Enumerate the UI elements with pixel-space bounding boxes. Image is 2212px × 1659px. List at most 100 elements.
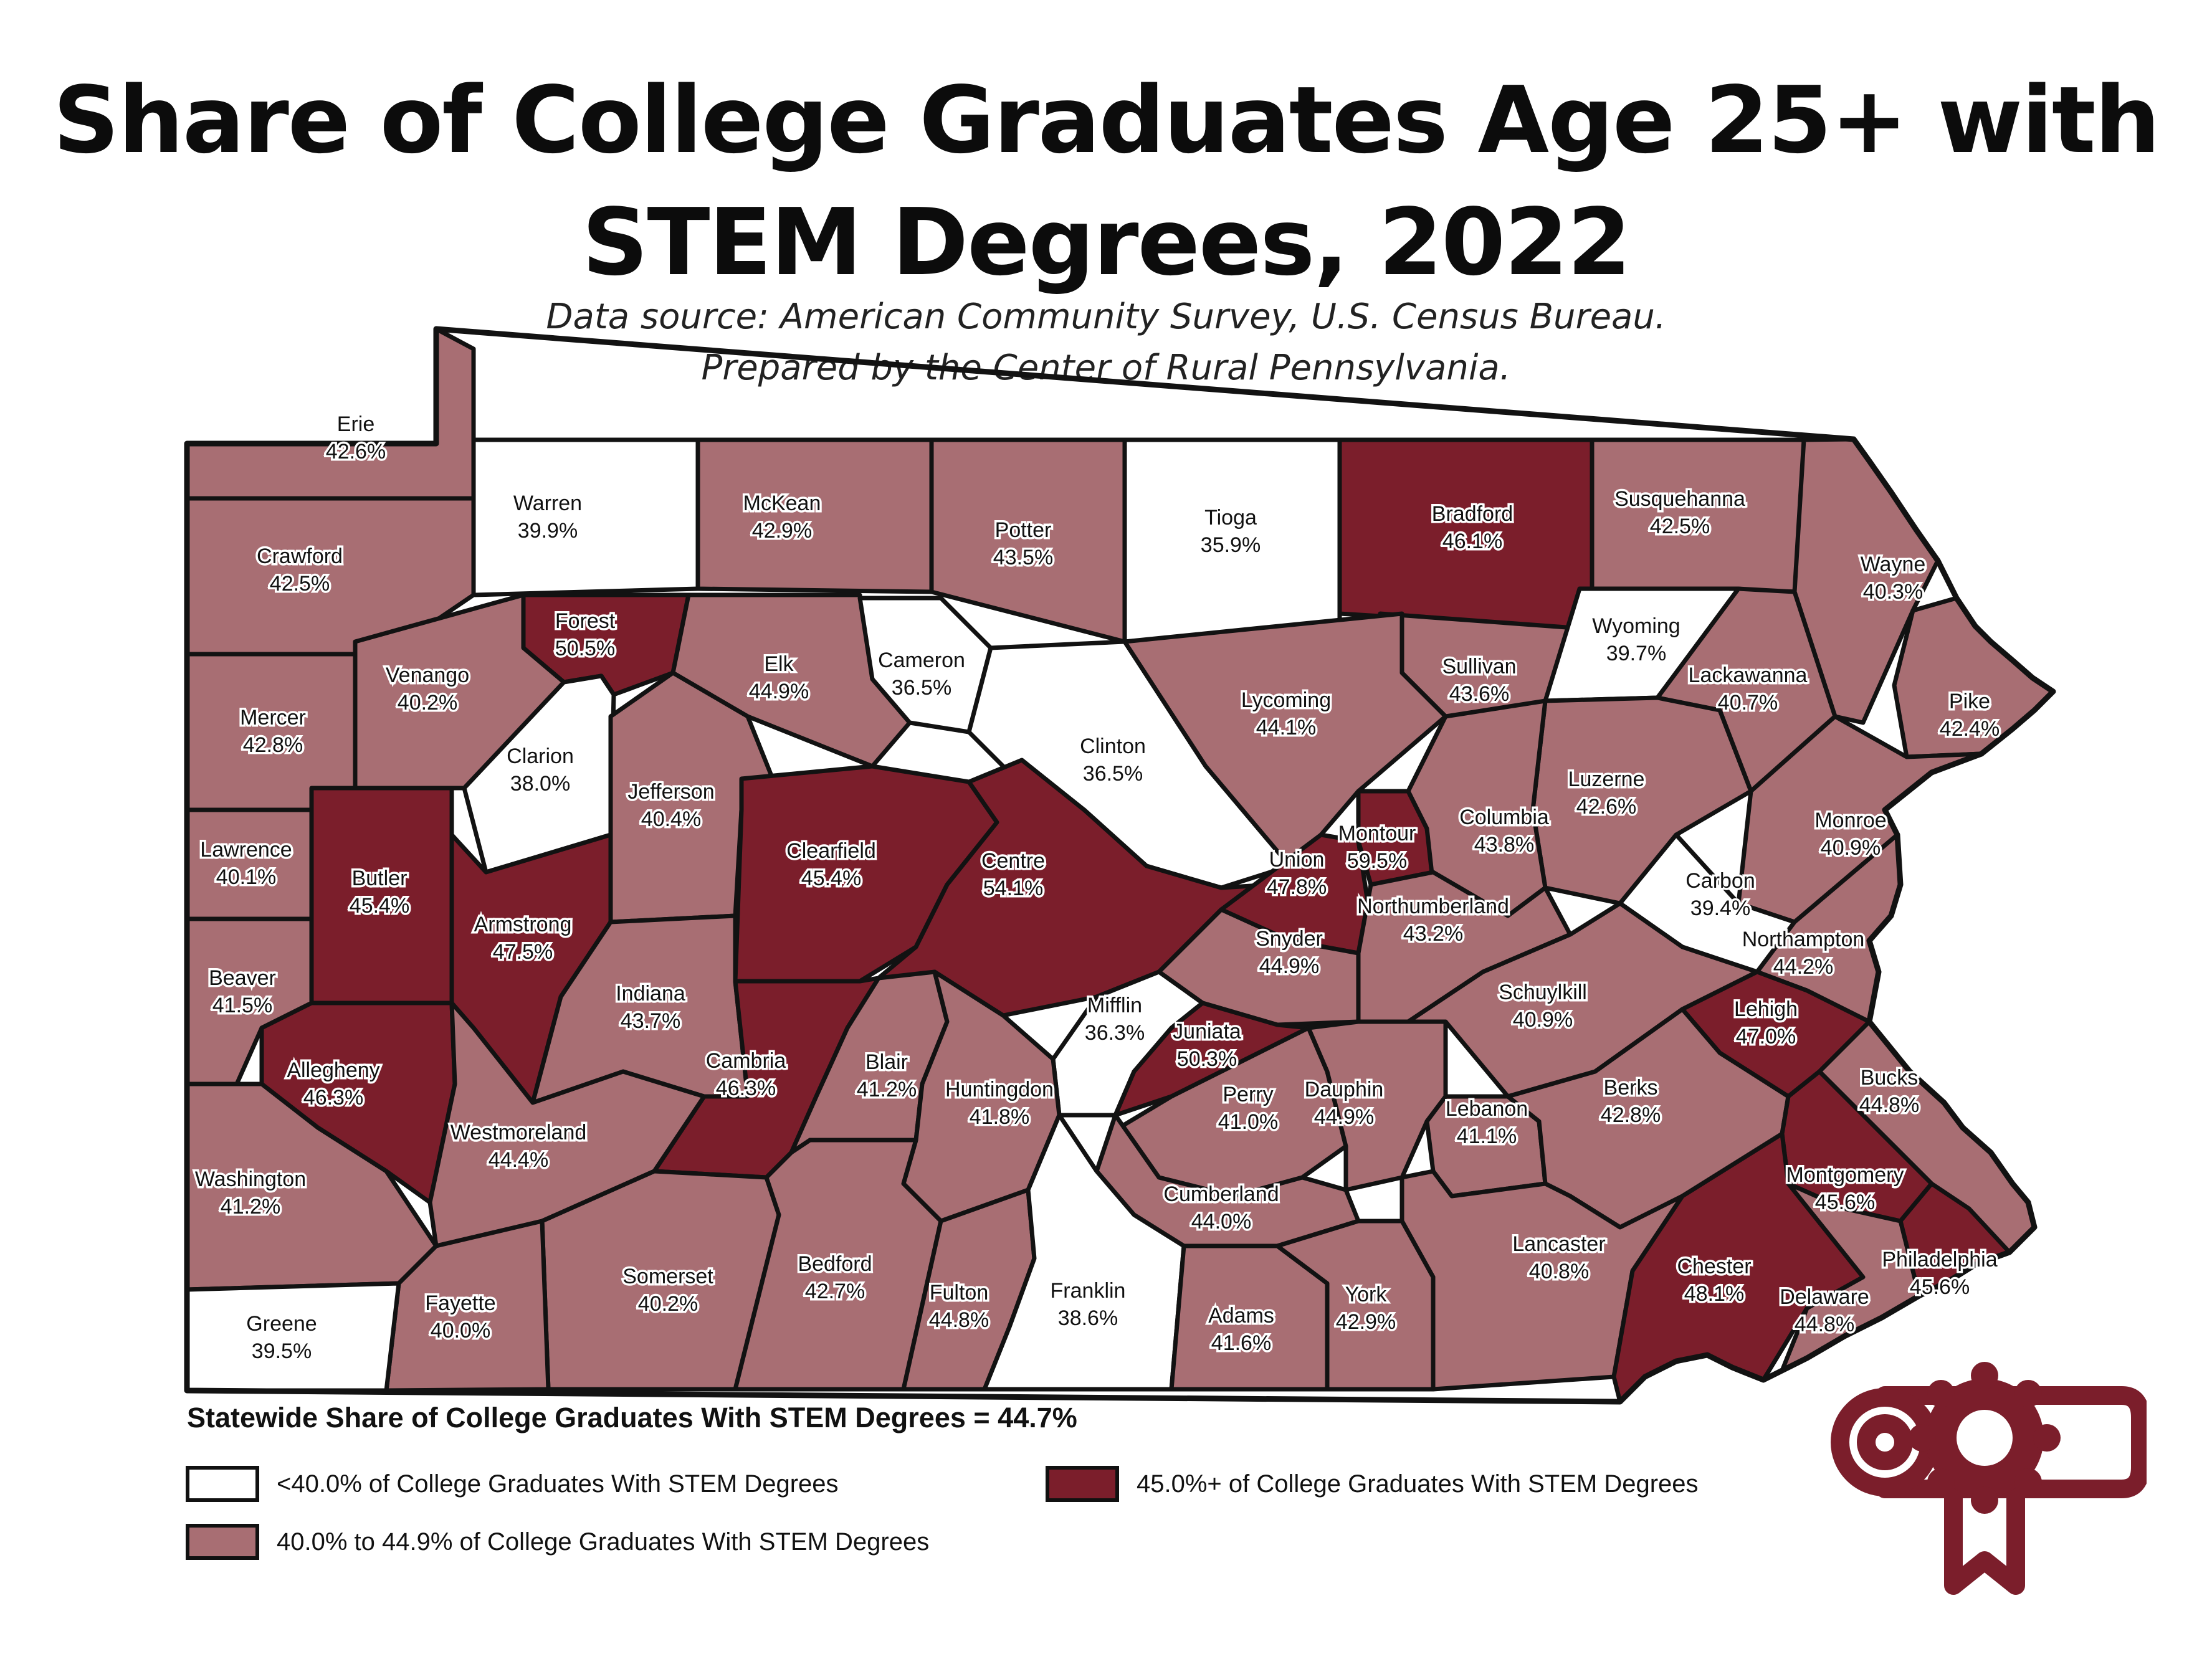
county-name-cumberland: Cumberland xyxy=(1163,1182,1279,1206)
county-value-elk: 44.9% xyxy=(749,680,809,703)
county-value-montgomery: 45.6% xyxy=(1815,1191,1875,1214)
county-name-erie: Erie xyxy=(337,412,374,436)
county-value-wayne: 40.3% xyxy=(1863,580,1923,604)
legend-label-low: <40.0% of College Graduates With STEM De… xyxy=(277,1470,839,1498)
county-name-snyder: Snyder xyxy=(1256,927,1323,951)
county-value-berks: 42.8% xyxy=(1601,1103,1661,1127)
county-value-juniata: 50.3% xyxy=(1177,1047,1237,1071)
county-name-potter: Potter xyxy=(995,518,1052,542)
county-name-wyoming: Wyoming xyxy=(1592,614,1680,638)
county-name-centre: Centre xyxy=(981,849,1045,873)
title-line-1: Share of College Graduates Age 25+ with xyxy=(53,67,2160,174)
county-value-mifflin: 36.3% xyxy=(1085,1021,1145,1045)
county-name-forest: Forest xyxy=(555,609,616,633)
county-name-indiana: Indiana xyxy=(616,982,685,1005)
county-mckean xyxy=(695,437,934,594)
county-value-philadelphia: 45.6% xyxy=(1910,1275,1970,1299)
county-name-york: York xyxy=(1345,1283,1388,1306)
legend-label-high: 45.0%+ of College Graduates With STEM De… xyxy=(1137,1470,1699,1498)
county-bedford xyxy=(733,1138,943,1392)
legend-item-high: 45.0%+ of College Graduates With STEM De… xyxy=(1046,1466,1699,1502)
legend-swatch-mid xyxy=(186,1524,259,1560)
county-value-montour: 59.5% xyxy=(1347,849,1407,873)
county-name-venango: Venango xyxy=(386,663,469,687)
county-name-northampton: Northampton xyxy=(1742,928,1865,951)
county-value-greene: 39.5% xyxy=(252,1339,312,1363)
county-name-juniata: Juniata xyxy=(1173,1020,1241,1043)
county-name-armstrong: Armstrong xyxy=(474,913,572,936)
county-name-chester: Chester xyxy=(1677,1255,1751,1278)
statewide-summary: Statewide Share of College Graduates Wit… xyxy=(187,1402,1077,1433)
county-value-westmoreland: 44.4% xyxy=(489,1148,548,1172)
county-value-bedford: 42.7% xyxy=(805,1280,865,1303)
county-name-clarion: Clarion xyxy=(507,744,574,768)
county-name-elk: Elk xyxy=(764,652,794,676)
county-name-somerset: Somerset xyxy=(622,1265,713,1288)
county-name-bucks: Bucks xyxy=(1861,1066,1919,1090)
county-name-union: Union xyxy=(1269,848,1325,872)
county-name-lancaster: Lancaster xyxy=(1512,1232,1605,1256)
county-name-huntingdon: Huntingdon xyxy=(945,1078,1054,1101)
county-name-bradford: Bradford xyxy=(1432,502,1513,526)
county-value-susquehanna: 42.5% xyxy=(1650,515,1710,538)
county-name-carbon: Carbon xyxy=(1685,869,1755,893)
county-value-luzerne: 42.6% xyxy=(1576,795,1636,819)
county-name-beaver: Beaver xyxy=(209,966,276,990)
county-value-crawford: 42.5% xyxy=(270,572,330,596)
county-value-beaver: 41.5% xyxy=(212,994,272,1017)
county-name-northumberland: Northumberland xyxy=(1357,895,1509,918)
county-value-york: 42.9% xyxy=(1336,1310,1396,1334)
diploma-scroll-with-award-ribbon-icon xyxy=(1831,1362,2147,1595)
county-name-bedford: Bedford xyxy=(798,1252,872,1276)
county-warren xyxy=(471,437,700,597)
county-name-allegheny: Allegheny xyxy=(287,1058,379,1082)
county-value-pike: 42.4% xyxy=(1940,717,2000,741)
county-name-montour: Montour xyxy=(1338,822,1416,845)
county-value-bradford: 46.1% xyxy=(1442,530,1502,553)
county-value-chester: 48.1% xyxy=(1684,1282,1744,1306)
county-value-warren: 39.9% xyxy=(518,519,578,543)
legend-label-mid: 40.0% to 44.9% of College Graduates With… xyxy=(277,1528,930,1556)
county-name-mercer: Mercer xyxy=(240,706,306,730)
county-erie xyxy=(184,326,476,501)
county-greene xyxy=(184,1281,401,1393)
county-name-wayne: Wayne xyxy=(1861,553,1926,576)
county-value-union: 47.8% xyxy=(1267,875,1327,899)
county-name-jefferson: Jefferson xyxy=(627,780,714,804)
data-source-note: Data source: American Community Survey, … xyxy=(0,292,2212,394)
legend-swatch-high xyxy=(1046,1466,1119,1502)
county-value-adams: 41.6% xyxy=(1211,1331,1271,1355)
county-value-fulton: 44.8% xyxy=(929,1308,989,1332)
county-name-susquehanna: Susquehanna xyxy=(1614,487,1745,511)
county-value-armstrong: 47.5% xyxy=(493,940,553,964)
state-outline xyxy=(184,326,2056,1405)
county-value-clinton: 36.5% xyxy=(1083,762,1143,786)
source-line-1: Data source: American Community Survey, … xyxy=(546,297,1666,337)
county-value-allegheny: 46.3% xyxy=(303,1086,363,1110)
county-name-philadelphia: Philadelphia xyxy=(1882,1248,1997,1272)
county-name-luzerne: Luzerne xyxy=(1568,768,1645,791)
county-value-lehigh: 47.0% xyxy=(1736,1025,1796,1048)
county-name-lehigh: Lehigh xyxy=(1734,997,1798,1021)
county-name-mifflin: Mifflin xyxy=(1087,994,1142,1017)
county-name-greene: Greene xyxy=(246,1312,317,1336)
county-value-lycoming: 44.1% xyxy=(1256,716,1316,739)
county-name-lycoming: Lycoming xyxy=(1241,688,1331,712)
county-name-warren: Warren xyxy=(513,492,582,515)
county-name-westmoreland: Westmoreland xyxy=(451,1121,587,1144)
county-name-clinton: Clinton xyxy=(1080,734,1146,758)
county-name-columbia: Columbia xyxy=(1459,806,1549,829)
county-name-lebanon: Lebanon xyxy=(1446,1097,1528,1121)
county-shapes xyxy=(184,326,2056,1404)
county-name-lackawanna: Lackawanna xyxy=(1689,663,1808,687)
county-labels: Erie 42.6% Warren 39.9% McKean 42.9% Potter 43.… xyxy=(193,411,2001,1366)
county-name-perry: Perry xyxy=(1223,1083,1273,1106)
county-name-dauphin: Dauphin xyxy=(1305,1078,1384,1101)
county-value-indiana: 43.7% xyxy=(621,1009,680,1033)
county-value-sullivan: 43.6% xyxy=(1449,682,1509,706)
county-value-tioga: 35.9% xyxy=(1201,533,1261,557)
county-name-lawrence: Lawrence xyxy=(200,838,292,862)
county-name-schuylkill: Schuylkill xyxy=(1499,981,1587,1004)
county-value-venango: 40.2% xyxy=(398,691,457,715)
